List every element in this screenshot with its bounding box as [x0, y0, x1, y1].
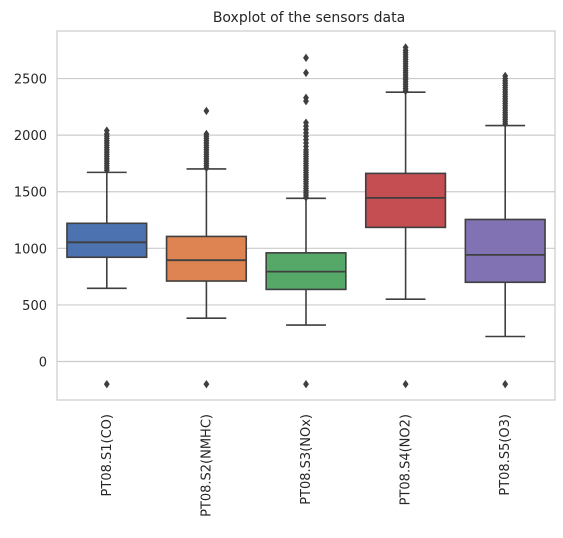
axis-labels: 0 500 1000 1500 2000 2500 PT08.S1(CO) PT08.S2(N…	[14, 73, 513, 517]
box-iqr	[66, 222, 148, 259]
outlier-point	[303, 118, 309, 127]
y-tick-label: 0	[39, 356, 47, 371]
y-tick-label: 1500	[14, 186, 47, 201]
y-tick-label: 1000	[14, 242, 47, 257]
box-iqr	[464, 218, 546, 284]
outlier-point	[103, 379, 110, 389]
plot-area-frame	[56, 30, 556, 401]
outlier-point	[502, 379, 509, 389]
x-tick-label: PT08.S2(NMHC)	[199, 414, 214, 517]
x-tick-label: PT08.S1(CO)	[100, 414, 115, 496]
y-tick-label: 500	[22, 299, 47, 314]
box-group	[165, 106, 248, 389]
outlier-point	[402, 43, 409, 52]
y-tick-label: 2000	[14, 129, 47, 144]
box-iqr	[364, 172, 447, 229]
outlier-point	[303, 53, 309, 63]
box-group	[265, 53, 347, 389]
y-tick-label: 2500	[14, 73, 47, 88]
outlier-point	[203, 106, 210, 116]
outlier-point	[303, 379, 309, 389]
x-tick-label: PT08.S5(O3)	[498, 414, 513, 496]
outlier-point	[303, 68, 309, 78]
box-group	[464, 71, 546, 389]
outlier-point	[103, 126, 110, 135]
outlier-point	[402, 379, 409, 389]
boxes	[66, 43, 546, 389]
box-iqr	[165, 235, 248, 282]
box-group	[66, 126, 148, 389]
outlier-point	[303, 93, 309, 102]
outlier-point	[203, 129, 210, 139]
outlier-point	[203, 379, 210, 389]
outlier-point	[502, 71, 509, 81]
chart-title: Boxplot of the sensors data	[213, 10, 405, 26]
x-tick-label: PT08.S3(NOx)	[299, 414, 314, 505]
box-group	[364, 43, 447, 389]
x-tick-label: PT08.S4(NO2)	[399, 414, 414, 505]
